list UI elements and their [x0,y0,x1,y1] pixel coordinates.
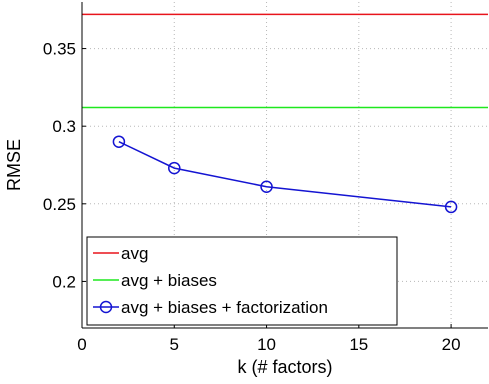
series-2-line [118,141,452,208]
legend-box [86,236,398,326]
series-layer [82,13,488,214]
y-tick-label: 0.35 [43,40,76,59]
legend-label-2: avg + biases + factorization [121,298,328,317]
series-2-point [260,180,273,193]
tick-labels: 0 5 10 15 20 0.2 0.25 0.3 0.35 [43,40,461,354]
y-axis-label: RMSE [4,139,24,191]
y-tick-label: 0.25 [43,195,76,214]
x-axis-label: k (# factors) [237,357,332,377]
x-tick-label: 20 [442,335,461,354]
y-tick-label: 0.3 [52,117,76,136]
x-tick-label: 0 [77,335,86,354]
legend: avg avg + biases avg + biases + factorizat… [86,236,398,326]
legend-label-0: avg [121,244,148,263]
series-2-point [444,200,458,214]
y-tick-label: 0.2 [52,272,76,291]
x-tick-label: 15 [349,335,368,354]
legend-label-1: avg + biases [121,271,217,290]
legend-marker-2 [99,300,113,314]
x-tick-label: 5 [170,335,179,354]
series-2-point [168,161,181,175]
x-tick-label: 10 [257,335,276,354]
series-2-point [112,135,126,148]
